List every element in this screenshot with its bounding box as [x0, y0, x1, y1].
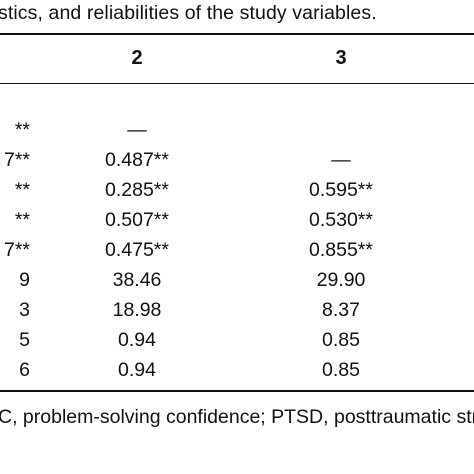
table-cell-col1: 5: [19, 329, 30, 351]
table-row: 5 0.94 0.85: [0, 326, 474, 356]
table-cell-col1: 7**: [3, 239, 30, 261]
table-cell-col1: 7**: [3, 149, 30, 171]
table-cell-col2: 38.46: [112, 269, 162, 291]
table-cell-col2: 0.487**: [105, 149, 169, 171]
table-header-rule: [0, 83, 474, 84]
column-header-2: 2: [131, 47, 143, 69]
table-cell-col1: **: [14, 119, 30, 141]
table-cell-col2: 0.94: [118, 329, 156, 351]
table-row: 6 0.94 0.85: [0, 356, 474, 386]
table-cell-col3: 8.37: [322, 299, 360, 321]
table-row: 7** 0.487** —: [0, 146, 474, 176]
table-row: ** 0.285** 0.595**: [0, 176, 474, 206]
table-caption: stics, and reliabilities of the study va…: [0, 2, 377, 24]
table-cell-col1: 6: [19, 359, 30, 381]
table-cell-col2: 0.94: [118, 359, 156, 381]
column-header-3: 3: [335, 47, 347, 69]
table-cell-col1: **: [14, 179, 30, 201]
table-cell-col2: 18.98: [112, 299, 162, 321]
table-cell-col3: 0.595**: [309, 179, 373, 201]
table-top-rule: [0, 33, 474, 35]
table-cell-col1: 3: [19, 299, 30, 321]
table-cell-col3: 0.855**: [309, 239, 373, 261]
table-cell-col2: 0.285**: [105, 179, 169, 201]
table-row: ** —: [0, 116, 474, 146]
table-cell-col1: 9: [19, 269, 30, 291]
table-cell-col2: —: [127, 119, 147, 141]
table-cell-col2: 0.507**: [105, 209, 169, 231]
table-row: 3 18.98 8.37: [0, 296, 474, 326]
table-cell-col2: 0.475**: [105, 239, 169, 261]
table-footnote: C, problem-solving confidence; PTSD, pos…: [0, 406, 474, 428]
table-row: ** 0.507** 0.530**: [0, 206, 474, 236]
table-bottom-rule: [0, 390, 474, 392]
table-cell-col3: 0.530**: [309, 209, 373, 231]
table-cell-col3: 29.90: [316, 269, 366, 291]
table-row: 9 38.46 29.90: [0, 266, 474, 296]
table-cell-col3: 0.85: [322, 329, 360, 351]
table-cell-col3: 0.85: [322, 359, 360, 381]
table-row: 7** 0.475** 0.855**: [0, 236, 474, 266]
table-cell-col3: —: [331, 149, 351, 171]
table-cell-col1: **: [14, 209, 30, 231]
